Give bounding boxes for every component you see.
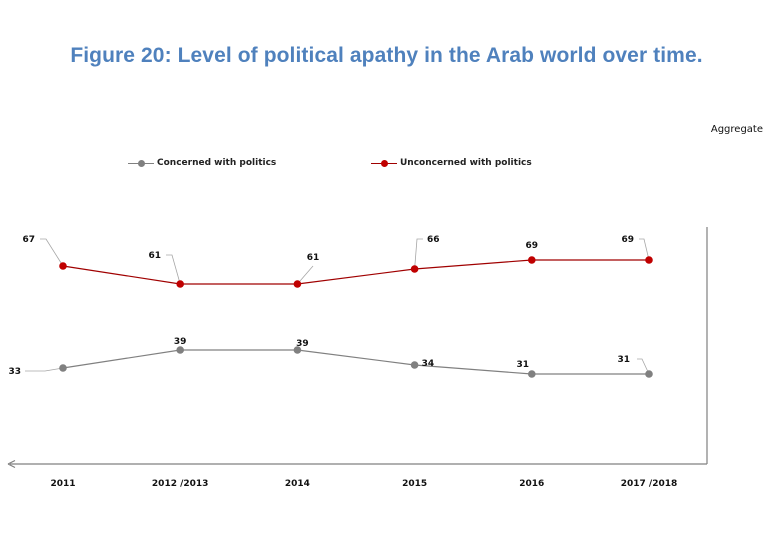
data-point-unconcerned xyxy=(645,256,653,264)
data-label: 66 xyxy=(427,235,440,245)
series-line-unconcerned xyxy=(62,259,649,285)
data-point-concerned xyxy=(645,370,653,378)
x-tick-label: 2011 xyxy=(50,479,75,489)
legend-label-concerned: Concerned with politics xyxy=(157,158,277,168)
data-label: 69 xyxy=(621,235,634,245)
chart-subtitle: Aggregate xyxy=(710,124,763,135)
legend-item-concerned: Concerned with politics xyxy=(128,158,276,168)
series-line-concerned xyxy=(62,349,649,375)
data-label-leader xyxy=(637,358,650,375)
x-tick-label: 2017 /2018 xyxy=(621,479,678,489)
data-point-concerned xyxy=(410,361,419,369)
data-point-concerned xyxy=(59,364,67,372)
data-point-unconcerned xyxy=(410,265,419,273)
data-label: 69 xyxy=(526,241,539,251)
data-point-concerned xyxy=(293,346,302,354)
x-tick-label: 2012 /2013 xyxy=(152,479,209,489)
legend-marker-concerned xyxy=(128,158,154,168)
data-point-concerned xyxy=(528,370,536,378)
chart-title: Figure 20: Level of political apathy in … xyxy=(70,44,703,67)
data-point-concerned xyxy=(176,346,184,354)
data-label: 39 xyxy=(174,337,187,347)
legend-marker-unconcerned xyxy=(371,158,397,168)
data-label: 31 xyxy=(517,360,530,370)
data-point-unconcerned xyxy=(59,262,67,270)
data-point-unconcerned xyxy=(528,256,536,264)
data-point-unconcerned xyxy=(293,280,302,288)
data-point-unconcerned xyxy=(176,280,184,288)
data-label-leader xyxy=(166,254,181,285)
data-label: 34 xyxy=(422,359,435,369)
x-tick-label: 2014 xyxy=(285,479,310,489)
legend-label-unconcerned: Unconcerned with politics xyxy=(400,158,532,168)
data-label-leader xyxy=(297,265,314,285)
data-label-leader xyxy=(40,238,64,267)
data-label: 33 xyxy=(8,367,21,377)
data-label: 31 xyxy=(617,355,630,365)
data-label: 39 xyxy=(296,339,309,349)
data-label: 61 xyxy=(307,253,320,263)
data-label: 67 xyxy=(22,235,35,245)
x-tick-label: 2016 xyxy=(519,479,544,489)
data-label-leader xyxy=(414,238,423,270)
x-axis-arrow-icon xyxy=(7,459,16,469)
data-label-leader xyxy=(639,238,650,261)
legend-item-unconcerned: Unconcerned with politics xyxy=(371,158,532,168)
data-label: 61 xyxy=(148,251,161,261)
x-tick-label: 2015 xyxy=(402,479,427,489)
data-label-leader xyxy=(25,367,64,372)
